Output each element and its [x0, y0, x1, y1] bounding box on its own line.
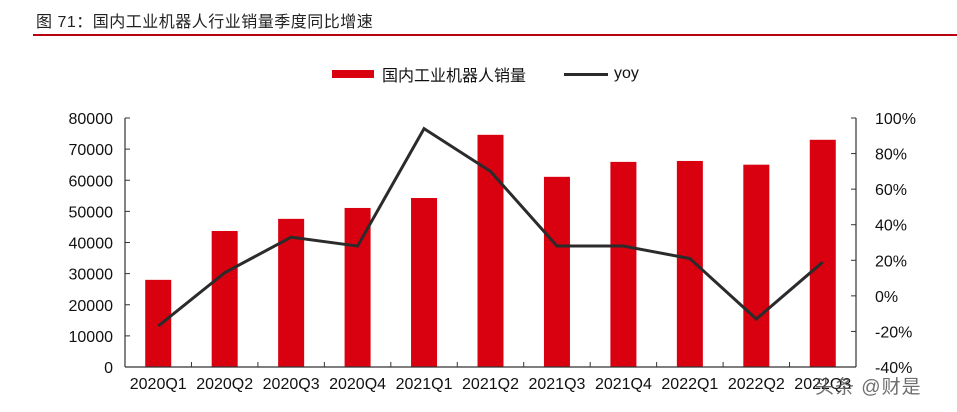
- bar-series: [145, 134, 836, 367]
- right-axis-tick-label: 80%: [875, 147, 907, 164]
- x-axis-tick-label: 2020Q4: [329, 376, 386, 393]
- left-axis-tick-label: 60000: [69, 173, 114, 190]
- x-axis-tick-label: 2020Q3: [263, 376, 320, 393]
- right-axis-tick-label: 100%: [875, 111, 916, 128]
- legend-line-label: yoy: [614, 65, 639, 82]
- bar-2020Q2: [211, 230, 238, 367]
- left-axis-tick-label: 0: [104, 360, 113, 377]
- right-axis-tick-label: -20%: [875, 324, 912, 341]
- bar-2021Q3: [543, 176, 570, 367]
- left-axis-tick-label: 50000: [69, 204, 114, 221]
- x-axis-tick-label: 2020Q1: [130, 376, 187, 393]
- left-axis-tick-label: 70000: [69, 142, 114, 159]
- bar-2022Q1: [676, 160, 703, 367]
- chart-legend: 国内工业机器人销量 yoy: [332, 62, 639, 86]
- left-axis-tick-label: 10000: [69, 329, 114, 346]
- bar-2020Q3: [278, 218, 305, 367]
- left-axis-tick-label: 20000: [69, 298, 114, 315]
- x-axis-tick-label: 2020Q2: [196, 376, 253, 393]
- yoy-line: [157, 126, 824, 328]
- x-axis-tick-label: 2022Q2: [728, 376, 785, 393]
- bar-2021Q4: [610, 161, 637, 367]
- legend-bar-swatch: [332, 70, 374, 78]
- right-axis-tick-label: 0%: [875, 289, 898, 306]
- left-axis-tick-label: 80000: [69, 111, 114, 128]
- watermark: 头条 @财是: [815, 377, 922, 398]
- right-axis-tick-label: -40%: [875, 360, 912, 377]
- axes: [124, 117, 857, 368]
- legend-line-swatch: [564, 72, 609, 76]
- title-divider: [33, 34, 957, 36]
- right-axis-tick-label: 40%: [875, 218, 907, 235]
- figure-title: 图 71：国内工业机器人行业销量季度同比增速: [36, 14, 374, 31]
- right-axis-tick-label: 20%: [875, 253, 907, 270]
- x-axis-tick-label: 2021Q2: [462, 376, 519, 393]
- legend-bar-label: 国内工业机器人销量: [382, 68, 527, 85]
- left-axis-tick-label: 40000: [69, 236, 114, 253]
- right-axis-tick-label: 60%: [875, 182, 907, 199]
- axis-labels: 0 10000 20000 30000 40000 50000 60000 70000 8000…: [69, 111, 916, 393]
- bar-2022Q2: [743, 164, 770, 367]
- x-axis-tick-label: 2022Q3: [794, 376, 851, 393]
- left-axis-tick-label: 30000: [69, 267, 114, 284]
- x-axis-tick-label: 2021Q4: [595, 376, 652, 393]
- bar-2021Q1: [411, 197, 438, 367]
- x-axis-tick-label: 2022Q1: [661, 376, 718, 393]
- bar-2020Q4: [344, 207, 371, 367]
- x-axis-tick-label: 2021Q1: [396, 376, 453, 393]
- bar-2022Q3: [809, 139, 836, 367]
- x-axis-tick-label: 2021Q3: [528, 376, 585, 393]
- bar-2020Q1: [145, 279, 172, 367]
